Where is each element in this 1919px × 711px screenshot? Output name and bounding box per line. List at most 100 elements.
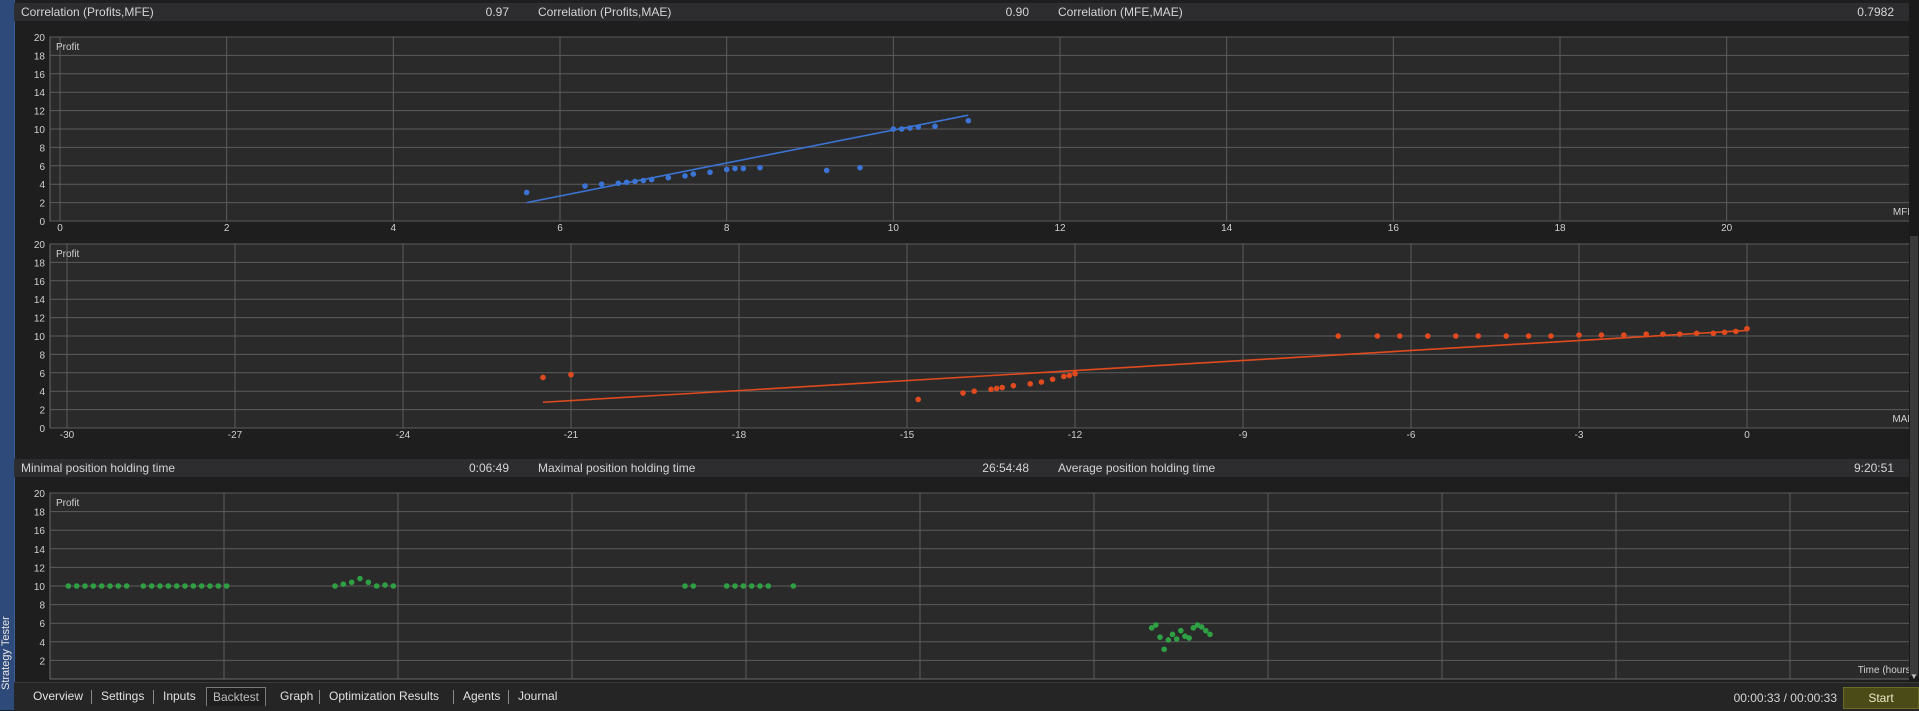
data-point [373,583,380,589]
tab-journal[interactable]: Journal [518,689,558,703]
data-point [890,126,897,132]
y-tick-label: 10 [34,332,46,343]
x-tick-label: -18 [732,430,747,441]
y-tick-label: 14 [34,88,46,99]
y-tick-label: 14 [34,545,46,556]
min-hold-value: 0:06:49 [468,461,509,475]
y-tick-label: 20 [34,240,46,251]
data-point [1049,376,1056,383]
data-point [540,374,546,381]
data-point [988,386,994,393]
max-hold-value: 26:54:48 [982,461,1029,475]
data-point [1733,328,1739,335]
data-point [382,582,388,588]
y-tick-label: 6 [39,162,45,173]
corr-profit-mfe-value: 0.97 [485,5,509,19]
data-point [198,583,205,589]
data-point [123,583,130,589]
x-tick-label: -27 [228,430,243,441]
data-point [915,396,921,403]
trend-line [542,329,1748,404]
y-tick-label: 2 [39,406,45,417]
tab-backtest[interactable]: Backtest [206,687,267,706]
data-point [1693,330,1700,337]
data-point [1169,631,1176,638]
y-tick-label: 10 [34,582,46,593]
x-tick-label: 12 [1054,223,1066,234]
tab-agents[interactable]: Agents [463,689,501,703]
y-tick-label: 20 [34,33,46,44]
data-point [623,179,630,186]
tab-graph[interactable]: Graph [280,689,314,703]
data-point [1190,625,1197,631]
data-point [1203,627,1209,634]
data-point [857,164,863,171]
data-point [148,583,155,589]
data-point [965,117,972,124]
corr-profit-mfe-label: Correlation (Profits,MFE) [21,5,154,19]
avg-hold-label: Average position holding time [1058,461,1216,475]
data-point [690,583,697,589]
corr-mfe-mae-value: 0.7982 [1857,5,1894,19]
tab-settings[interactable]: Settings [101,689,145,703]
data-point [115,583,122,589]
data-point [1335,333,1341,339]
x-axis-label: Time (hours) [1858,665,1909,676]
y-tick-label: 12 [34,314,46,325]
y-axis-label: Profit [56,249,80,260]
y-tick-label: 2 [39,656,45,667]
tab-divider [508,690,509,704]
side-panel: Strategy Tester [0,0,15,710]
data-point [1677,331,1683,337]
data-point [732,583,738,589]
data-point [1548,333,1554,339]
min-hold-label: Minimal position holding time [21,461,176,475]
corr-profit-mae-label: Correlation (Profits,MAE) [538,5,672,19]
data-point [98,583,105,589]
data-point [1425,333,1431,339]
data-point [740,583,747,589]
scrollbar-thumb[interactable] [1910,236,1918,676]
data-point [357,575,363,582]
data-point [1072,370,1078,377]
data-point [173,583,180,589]
y-tick-label: 0 [39,424,45,435]
y-tick-label: 18 [34,508,46,519]
data-point [748,583,755,589]
correlation-stats-row: Correlation (Profits,MFE) 0.97 Correlati… [14,3,1909,21]
data-point [165,583,172,589]
tab-inputs[interactable]: Inputs [163,689,196,703]
data-point [190,583,197,589]
data-point [971,388,977,395]
data-point [568,371,574,378]
x-tick-label: 0 [1744,430,1750,441]
start-button[interactable]: Start [1843,687,1919,709]
data-point [157,583,163,589]
data-point [757,583,763,589]
data-point [682,583,688,589]
data-point [999,384,1005,391]
data-point [1576,332,1582,338]
data-point [723,166,730,173]
data-point [1198,624,1205,630]
data-point [1066,372,1073,379]
tab-divider [453,690,454,704]
tab-divider [153,690,154,704]
y-tick-label: 4 [39,387,45,398]
data-point [1061,373,1067,380]
data-point [1161,646,1167,653]
vertical-scrollbar[interactable]: ▼ [1909,0,1919,682]
data-point [82,583,88,589]
data-point [707,169,713,176]
corr-mfe-mae-label: Correlation (MFE,MAE) [1058,5,1183,19]
x-tick-label: 20 [1721,223,1733,234]
data-point [90,583,97,589]
scroll-down-icon[interactable]: ▼ [1910,672,1918,681]
data-point [765,583,772,589]
tab-overview[interactable]: Overview [33,689,84,703]
tab-optimization-results[interactable]: Optimization Results [329,689,440,703]
y-tick-label: 2 [39,199,45,210]
x-axis-label: MAE [1892,414,1909,425]
data-point [915,124,922,130]
